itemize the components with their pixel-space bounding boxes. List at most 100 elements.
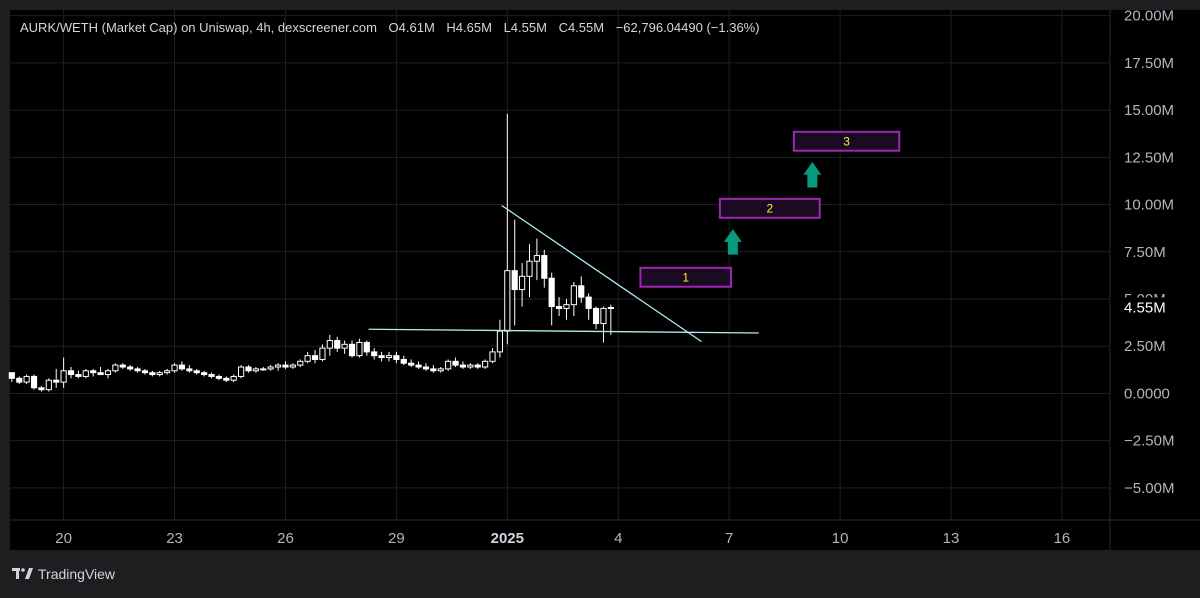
candle <box>186 365 193 373</box>
candle <box>90 368 97 377</box>
candle <box>208 372 215 379</box>
candle-body <box>400 358 407 364</box>
candle <box>356 338 363 358</box>
y-tick-label: −2.50M <box>1124 433 1174 450</box>
candle-body <box>496 330 504 353</box>
candle <box>445 359 452 371</box>
candle <box>82 368 89 379</box>
candle-body <box>119 364 126 368</box>
candle-body <box>208 374 215 377</box>
trendline <box>368 328 759 334</box>
target-label: 2 <box>766 201 773 215</box>
candle-body <box>304 355 311 362</box>
candle-body <box>149 372 156 376</box>
tradingview-brand[interactable]: TradingView <box>12 566 115 582</box>
candle <box>437 367 444 373</box>
candle <box>474 363 481 369</box>
candle <box>178 361 186 371</box>
ohlc-open: O4.61M <box>388 20 435 35</box>
candle <box>607 304 614 335</box>
candle <box>348 340 356 358</box>
x-tick-label: 20 <box>55 530 72 547</box>
candle-body <box>452 360 459 366</box>
candle-body <box>186 368 193 372</box>
candle-body <box>445 360 452 370</box>
candle-body <box>570 285 577 306</box>
target-box <box>639 266 733 288</box>
candle-body <box>311 355 319 360</box>
candle-body <box>82 370 89 377</box>
candle-body <box>356 341 363 357</box>
candle <box>252 367 259 373</box>
candle-body <box>104 370 112 376</box>
candle-body <box>555 306 563 309</box>
candle-body <box>134 368 141 372</box>
candle-body <box>97 372 104 376</box>
candle <box>408 359 415 367</box>
candle-body <box>223 377 230 381</box>
candle <box>267 365 274 371</box>
ohlc-close: C4.55M <box>558 20 605 35</box>
y-tick-label: 17.50M <box>1124 55 1174 72</box>
up-arrow-icon <box>723 229 742 255</box>
candle <box>67 367 75 379</box>
y-tick-label: 20.00M <box>1124 8 1174 25</box>
candle <box>548 272 555 326</box>
candle <box>467 363 474 369</box>
candle <box>526 244 533 298</box>
candle-body <box>585 296 592 309</box>
candle-body <box>482 360 489 368</box>
candle-body <box>519 275 526 291</box>
candle-body <box>437 368 444 372</box>
up-arrow-icon <box>803 162 822 188</box>
candle-body <box>489 351 496 362</box>
candle-body <box>16 377 23 383</box>
y-tick-label: 0.0000 <box>1124 385 1170 402</box>
candle-body <box>252 368 259 372</box>
candle <box>459 361 467 369</box>
candle <box>570 282 577 316</box>
candle-body <box>8 372 15 379</box>
candle-body <box>38 387 45 391</box>
y-tick-label: −5.00M <box>1124 480 1174 497</box>
candle-body <box>348 343 356 357</box>
candle <box>127 365 134 371</box>
x-tick-label: 13 <box>943 530 960 547</box>
candle <box>400 355 407 366</box>
candle <box>134 367 141 373</box>
candle <box>430 365 437 373</box>
candle-body <box>274 364 282 368</box>
target-label: 3 <box>843 134 850 148</box>
x-tick-label: 16 <box>1054 530 1071 547</box>
candle-body <box>385 355 393 359</box>
plot-background <box>10 10 1200 550</box>
candle <box>378 351 385 362</box>
candle <box>489 348 496 364</box>
candle-body <box>467 364 474 368</box>
candle <box>201 370 208 377</box>
candle <box>171 363 178 373</box>
candle <box>97 367 104 376</box>
candle <box>311 350 319 364</box>
y-tick-label: 15.00M <box>1124 102 1174 119</box>
candle <box>533 238 540 281</box>
candle <box>304 351 311 364</box>
candle <box>193 368 200 375</box>
candle-body <box>60 370 67 383</box>
candle-body <box>289 364 296 368</box>
candle-body <box>341 343 348 349</box>
candle-body <box>193 370 200 374</box>
x-tick-label: 7 <box>725 530 733 547</box>
candle-body <box>430 368 437 372</box>
candle <box>319 344 326 362</box>
x-tick-label: 2025 <box>491 530 524 547</box>
candle-body <box>267 366 274 370</box>
candle <box>260 367 267 371</box>
candle-body <box>141 370 149 374</box>
candle-body <box>156 372 163 376</box>
candle <box>371 348 378 360</box>
candle <box>112 363 119 373</box>
candle <box>119 363 126 369</box>
